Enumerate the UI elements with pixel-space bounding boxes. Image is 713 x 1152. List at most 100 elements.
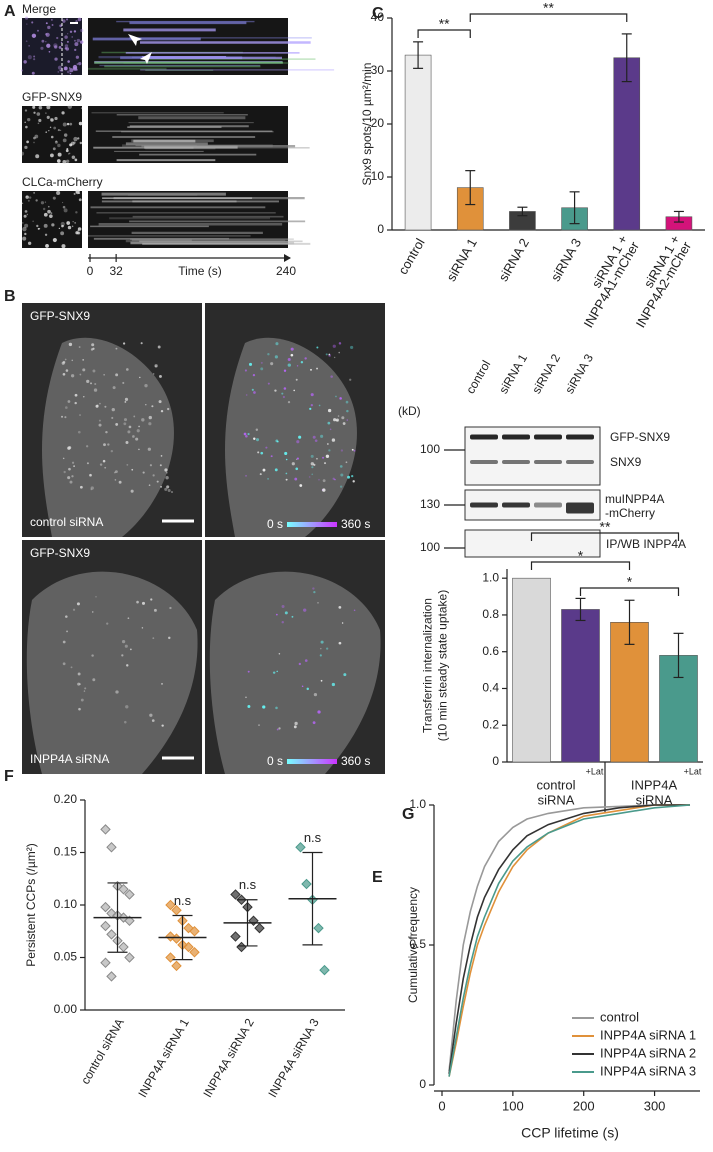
speckle <box>24 210 28 213</box>
condition-label: control siRNA <box>30 515 103 529</box>
point <box>171 905 182 916</box>
speckle <box>69 68 74 73</box>
speckle <box>47 209 51 214</box>
speckle <box>70 666 73 669</box>
sd-bar <box>172 914 193 961</box>
speckle <box>322 488 326 492</box>
speckle <box>82 368 86 372</box>
colorbar-label: 360 s <box>341 754 370 768</box>
speckle <box>31 71 35 75</box>
speckle <box>325 454 330 458</box>
speckle <box>34 134 39 139</box>
speckle <box>351 475 354 478</box>
speckle <box>331 682 336 687</box>
speckle <box>50 212 53 214</box>
speckle <box>76 602 80 606</box>
speckle <box>131 468 134 471</box>
speckle <box>341 622 344 624</box>
speckle <box>59 24 63 28</box>
point <box>100 957 111 968</box>
speckle <box>28 45 30 47</box>
speckle <box>160 455 163 457</box>
speckle <box>349 378 352 381</box>
band <box>502 434 530 440</box>
speckle <box>165 476 169 480</box>
speckle <box>71 461 75 464</box>
arrowhead <box>140 52 152 64</box>
speckle <box>251 388 254 391</box>
point <box>230 931 241 942</box>
speckle <box>64 35 68 39</box>
speckle <box>60 231 65 236</box>
speckle <box>285 478 288 481</box>
speckle <box>260 367 264 371</box>
speckle <box>267 353 270 356</box>
speckle <box>276 670 278 673</box>
arrowhead <box>128 34 142 46</box>
speckle <box>86 462 89 465</box>
y-tick-label: 0 <box>492 754 499 768</box>
speckle <box>274 468 278 472</box>
speckle <box>138 448 140 451</box>
y-tick-label: 0.4 <box>482 681 499 695</box>
channel-label: CLCa-mCherry <box>22 175 103 189</box>
speckle <box>247 432 250 436</box>
speckle <box>111 416 114 420</box>
speckle <box>275 613 278 616</box>
speckle <box>298 435 302 439</box>
speckle <box>341 416 345 420</box>
speckle <box>65 47 69 51</box>
speckle <box>128 425 132 429</box>
marker-label: 100 <box>420 540 440 554</box>
speckle <box>60 41 63 44</box>
speckle <box>337 415 340 417</box>
speckle <box>328 353 331 356</box>
speckle <box>26 23 28 25</box>
speckle <box>125 705 129 709</box>
speckle <box>112 386 116 390</box>
speckle <box>51 223 55 227</box>
speckle <box>278 727 281 730</box>
speckle <box>56 36 59 40</box>
speckle <box>26 140 29 144</box>
speckle <box>136 600 139 604</box>
speckle <box>80 107 83 109</box>
legend-label: INPP4A siRNA 3 <box>600 1063 696 1078</box>
speckle <box>22 222 24 224</box>
x-tick-label: siRNA 2 <box>496 236 532 284</box>
speckle <box>47 25 51 30</box>
speckle <box>72 608 76 611</box>
point <box>118 884 129 895</box>
error-bar <box>569 191 580 225</box>
cdf-line <box>448 804 690 1074</box>
significance-bracket <box>579 587 680 596</box>
speckle <box>332 477 335 480</box>
x-tick-label: 300 <box>644 1098 666 1113</box>
speckle <box>40 46 44 50</box>
y-axis-label: Snx9 spots/10 µm²/min <box>360 63 374 186</box>
speckle <box>253 391 256 394</box>
speckle <box>104 405 107 408</box>
speckle <box>54 116 58 121</box>
speckle <box>52 147 56 151</box>
speckle <box>158 374 162 378</box>
speckle <box>33 111 36 114</box>
blot <box>464 529 601 558</box>
speckle <box>118 480 122 484</box>
speckle <box>327 421 331 425</box>
significance-label: ** <box>600 519 611 535</box>
speckle <box>73 39 76 42</box>
speckle <box>41 39 45 43</box>
x-tick-label: 100 <box>502 1098 524 1113</box>
speckle <box>83 690 86 692</box>
speckle <box>28 196 32 199</box>
speckle <box>148 484 151 486</box>
speckle <box>164 468 168 472</box>
speckle <box>75 55 80 59</box>
y-axis-label: Transferrin internalization <box>421 598 435 733</box>
speckle <box>86 379 90 384</box>
speckle <box>59 69 61 72</box>
micrograph <box>22 191 82 248</box>
x-tick-label: INPP4A siRNA 1 <box>135 1016 192 1100</box>
